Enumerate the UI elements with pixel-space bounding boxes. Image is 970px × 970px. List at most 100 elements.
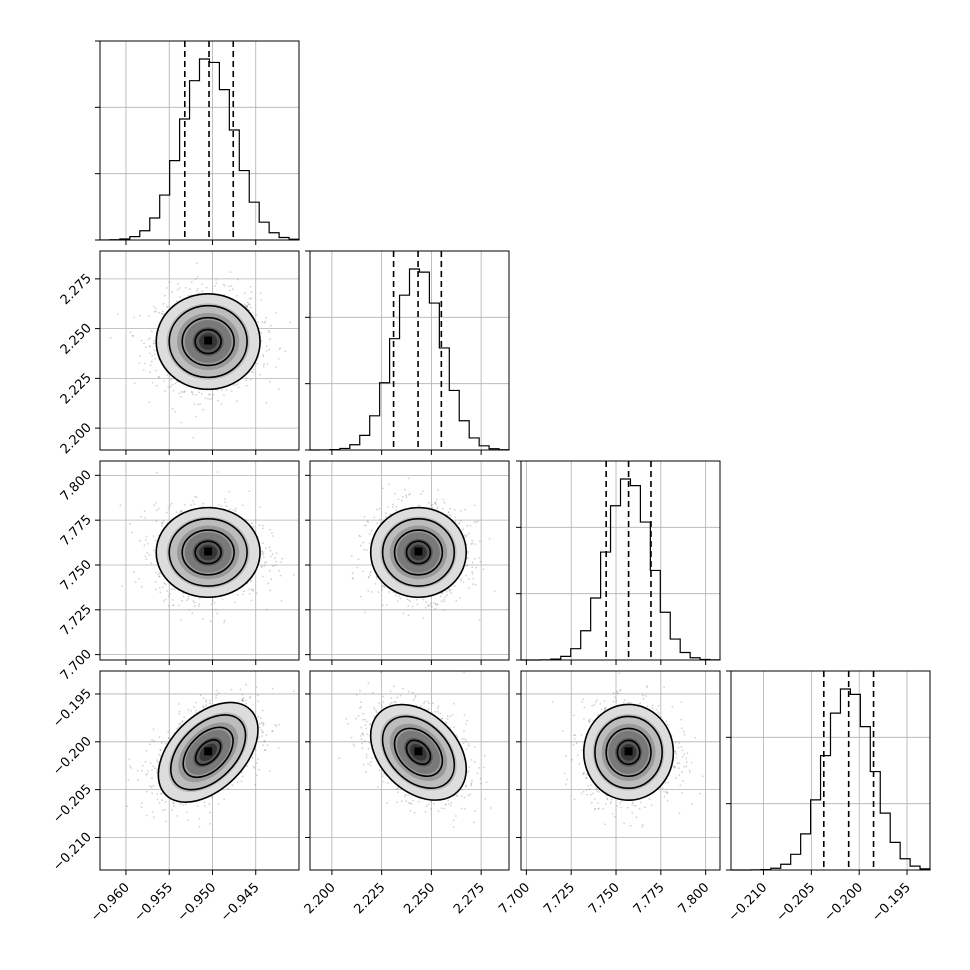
scatter-point — [141, 770, 143, 772]
scatter-point — [459, 579, 462, 582]
scatter-point — [479, 777, 482, 780]
scatter-point — [230, 688, 233, 691]
scatter-point — [428, 501, 430, 504]
scatter-point — [244, 699, 247, 702]
scatter-point — [387, 782, 389, 784]
scatter-point — [459, 510, 462, 512]
scatter-point — [187, 708, 190, 711]
scatter-point — [449, 715, 452, 718]
scatter-point — [262, 553, 265, 555]
scatter-point — [222, 283, 225, 286]
scatter-point — [230, 285, 233, 287]
scatter-point — [409, 809, 412, 812]
scatter-point — [250, 291, 253, 294]
scatter-point — [396, 801, 399, 804]
scatter-point — [443, 598, 445, 601]
scatter-point — [197, 292, 200, 294]
scatter-point — [153, 339, 156, 342]
scatter-point — [353, 745, 356, 747]
scatter-point — [121, 585, 123, 587]
scatter-point — [362, 718, 364, 721]
scatter-point — [152, 535, 155, 538]
scatter-point — [203, 801, 206, 804]
scatter-point — [381, 705, 383, 708]
scatter-point — [275, 725, 278, 728]
scatter-point — [160, 312, 163, 315]
scatter-point — [412, 799, 414, 802]
scatter-point — [149, 345, 152, 348]
scatter-point — [468, 766, 470, 768]
scatter-point — [139, 314, 142, 317]
scatter-point — [259, 373, 261, 376]
scatter-point — [360, 726, 362, 729]
scatter-point — [365, 771, 368, 773]
scatter-point — [278, 569, 280, 572]
scatter-point — [180, 509, 183, 512]
scatter-point — [260, 729, 263, 732]
scatter-point — [184, 803, 187, 806]
scatter-point — [245, 377, 248, 380]
scatter-point — [356, 566, 359, 569]
scatter-point — [156, 509, 158, 512]
scatter-point — [236, 400, 238, 403]
scatter-point — [263, 564, 266, 567]
scatter-point — [147, 315, 150, 317]
scatter-point — [215, 279, 217, 281]
scatter-point — [143, 342, 145, 345]
scatter-point — [413, 811, 416, 814]
scatter-point — [262, 724, 264, 727]
scatter-point — [408, 493, 410, 496]
scatter-point — [249, 285, 252, 288]
scatter-point — [202, 408, 205, 411]
scatter-point — [470, 783, 473, 786]
scatter-point — [170, 378, 173, 381]
scatter-point — [261, 731, 264, 734]
scatter-point — [241, 699, 244, 702]
scatter-point — [261, 735, 263, 737]
scatter-point — [174, 382, 177, 385]
scatter-point — [262, 575, 264, 578]
scatter-point — [162, 809, 164, 812]
scatter-point — [136, 769, 139, 772]
scatter-point — [141, 585, 143, 588]
scatter-point — [446, 715, 449, 717]
scatter-point — [224, 501, 227, 503]
scatter-point — [483, 754, 486, 757]
scatter-point — [355, 694, 358, 696]
scatter-point — [242, 697, 245, 699]
density-peak — [204, 747, 213, 756]
scatter-point — [363, 740, 366, 743]
scatter-point — [153, 504, 156, 506]
scatter-point — [168, 281, 171, 283]
scatter-point — [187, 294, 190, 297]
scatter-point — [263, 363, 265, 366]
scatter-point — [250, 588, 253, 591]
scatter-point — [147, 770, 150, 772]
scatter-point — [465, 785, 467, 788]
scatter-point — [365, 524, 367, 527]
scatter-point — [209, 702, 211, 705]
scatter-point — [370, 529, 373, 532]
scatter-point — [172, 604, 174, 607]
scatter-point — [187, 595, 190, 598]
scatter-point — [130, 767, 132, 769]
scatter-point — [145, 558, 148, 560]
scatter-point — [407, 794, 409, 797]
scatter-point — [248, 303, 251, 306]
scatter-point — [229, 508, 231, 511]
scatter-point — [463, 738, 465, 740]
scatter-point — [374, 583, 377, 585]
scatter-point — [241, 693, 244, 696]
scatter-point — [192, 600, 195, 602]
scatter-point — [237, 386, 240, 389]
scatter-point — [398, 595, 400, 597]
scatter-point — [463, 796, 466, 799]
scatter-point — [419, 505, 422, 507]
scatter-point — [447, 800, 450, 802]
scatter-point — [474, 810, 476, 812]
scatter-point — [236, 594, 239, 596]
scatter-point — [382, 701, 385, 703]
scatter-point — [223, 498, 226, 500]
scatter-point — [274, 723, 277, 726]
scatter-point — [258, 768, 260, 771]
